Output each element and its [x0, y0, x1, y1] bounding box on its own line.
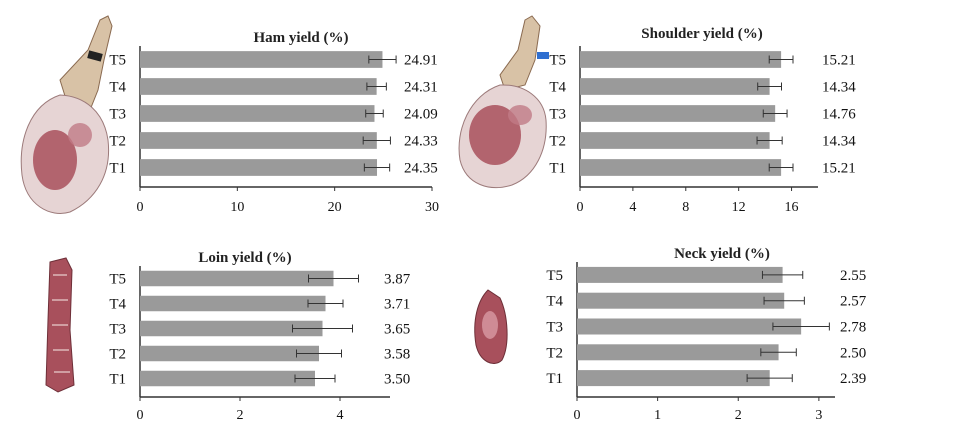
data-label: 2.57	[840, 294, 867, 310]
category-label: T5	[546, 268, 563, 284]
data-label: 15.21	[822, 53, 856, 69]
bar	[140, 270, 334, 287]
data-label: 3.58	[384, 347, 410, 363]
category-label: T1	[549, 161, 566, 177]
bar	[580, 132, 770, 149]
x-tick-label: 16	[785, 200, 799, 215]
bar	[580, 159, 782, 176]
x-tick-label: 2	[237, 408, 244, 423]
ham-cut-photo-icon	[20, 15, 113, 214]
bar	[577, 266, 783, 283]
category-label: T5	[549, 53, 566, 69]
bar	[140, 370, 315, 387]
bar	[140, 295, 326, 312]
x-tick-label: 4	[629, 200, 636, 215]
neck-yield-chart: Neck yield (%) 0 1 2 3 T1 2.39 T2 2.50 T3 2.78 T4 2…	[546, 246, 866, 423]
category-label: T2	[109, 347, 126, 363]
category-label: T4	[109, 80, 126, 96]
category-label: T3	[549, 107, 566, 123]
category-label: T4	[549, 80, 566, 96]
category-label: T3	[109, 322, 126, 338]
x-tick-label: 3	[815, 408, 822, 423]
chart-title: Loin yield (%)	[198, 250, 291, 266]
category-label: T1	[109, 372, 126, 388]
shoulder-cut-photo-icon	[458, 15, 549, 189]
data-label: 3.50	[384, 372, 410, 388]
neck-cut-photo-icon	[474, 289, 508, 364]
data-label: 14.34	[822, 134, 856, 150]
category-label: T2	[546, 345, 563, 361]
data-label: 3.71	[384, 297, 410, 313]
bar	[577, 344, 779, 361]
bar	[140, 159, 378, 176]
x-tick-label: 0	[137, 408, 144, 423]
bar	[140, 78, 377, 95]
data-label: 2.50	[840, 345, 866, 361]
x-tick-label: 10	[230, 200, 244, 215]
data-label: 3.87	[384, 272, 411, 288]
bar	[140, 345, 319, 362]
category-label: T3	[109, 107, 126, 123]
x-tick-label: 8	[682, 200, 689, 215]
bar	[580, 78, 770, 95]
chart-title: Neck yield (%)	[674, 246, 770, 262]
bar	[577, 370, 770, 387]
ham-yield-chart: Ham yield (%) 0 10 20 30 T1 24.35 T2 24.33 T3 24.…	[109, 30, 439, 215]
data-label: 24.31	[404, 80, 438, 96]
data-label: 24.91	[404, 53, 438, 69]
chart-title: Shoulder yield (%)	[641, 26, 762, 42]
x-tick-label: 2	[735, 408, 742, 423]
category-label: T1	[109, 161, 126, 177]
chart-title: Ham yield (%)	[254, 30, 349, 46]
x-tick-label: 0	[574, 408, 581, 423]
x-tick-label: 4	[337, 408, 344, 423]
bar	[140, 320, 323, 337]
loin-yield-chart: Loin yield (%) 0 2 4 T1 3.50 T2 3.58 T3 3.65 T4 3.…	[109, 250, 410, 423]
data-label: 3.65	[384, 322, 410, 338]
bar	[580, 105, 776, 122]
data-label: 14.76	[822, 107, 856, 123]
shoulder-yield-chart: Shoulder yield (%) 0 4 8 12 16 T1 15.21 T2 14.34…	[549, 26, 856, 215]
x-tick-label: 20	[328, 200, 342, 215]
category-label: T3	[546, 320, 563, 336]
category-label: T5	[109, 272, 126, 288]
bar	[577, 318, 802, 335]
data-label: 24.33	[404, 134, 438, 150]
bar	[580, 51, 782, 68]
x-tick-label: 0	[137, 200, 144, 215]
x-tick-label: 30	[425, 200, 439, 215]
data-label: 14.34	[822, 80, 856, 96]
x-tick-label: 0	[577, 200, 584, 215]
category-label: T2	[109, 134, 126, 150]
category-label: T2	[549, 134, 566, 150]
category-label: T5	[109, 53, 126, 69]
data-label: 24.09	[404, 107, 438, 123]
data-label: 2.78	[840, 320, 866, 336]
x-tick-label: 1	[654, 408, 661, 423]
category-label: T1	[546, 371, 563, 387]
loin-cut-photo-icon	[45, 257, 75, 393]
data-label: 15.21	[822, 161, 856, 177]
data-label: 2.39	[840, 371, 866, 387]
x-tick-label: 12	[732, 200, 746, 215]
data-label: 2.55	[840, 268, 866, 284]
category-label: T4	[546, 294, 563, 310]
data-label: 24.35	[404, 161, 438, 177]
bar	[140, 132, 377, 149]
category-label: T4	[109, 297, 126, 313]
bar	[577, 292, 785, 309]
bar	[140, 51, 383, 68]
bar	[140, 105, 375, 122]
